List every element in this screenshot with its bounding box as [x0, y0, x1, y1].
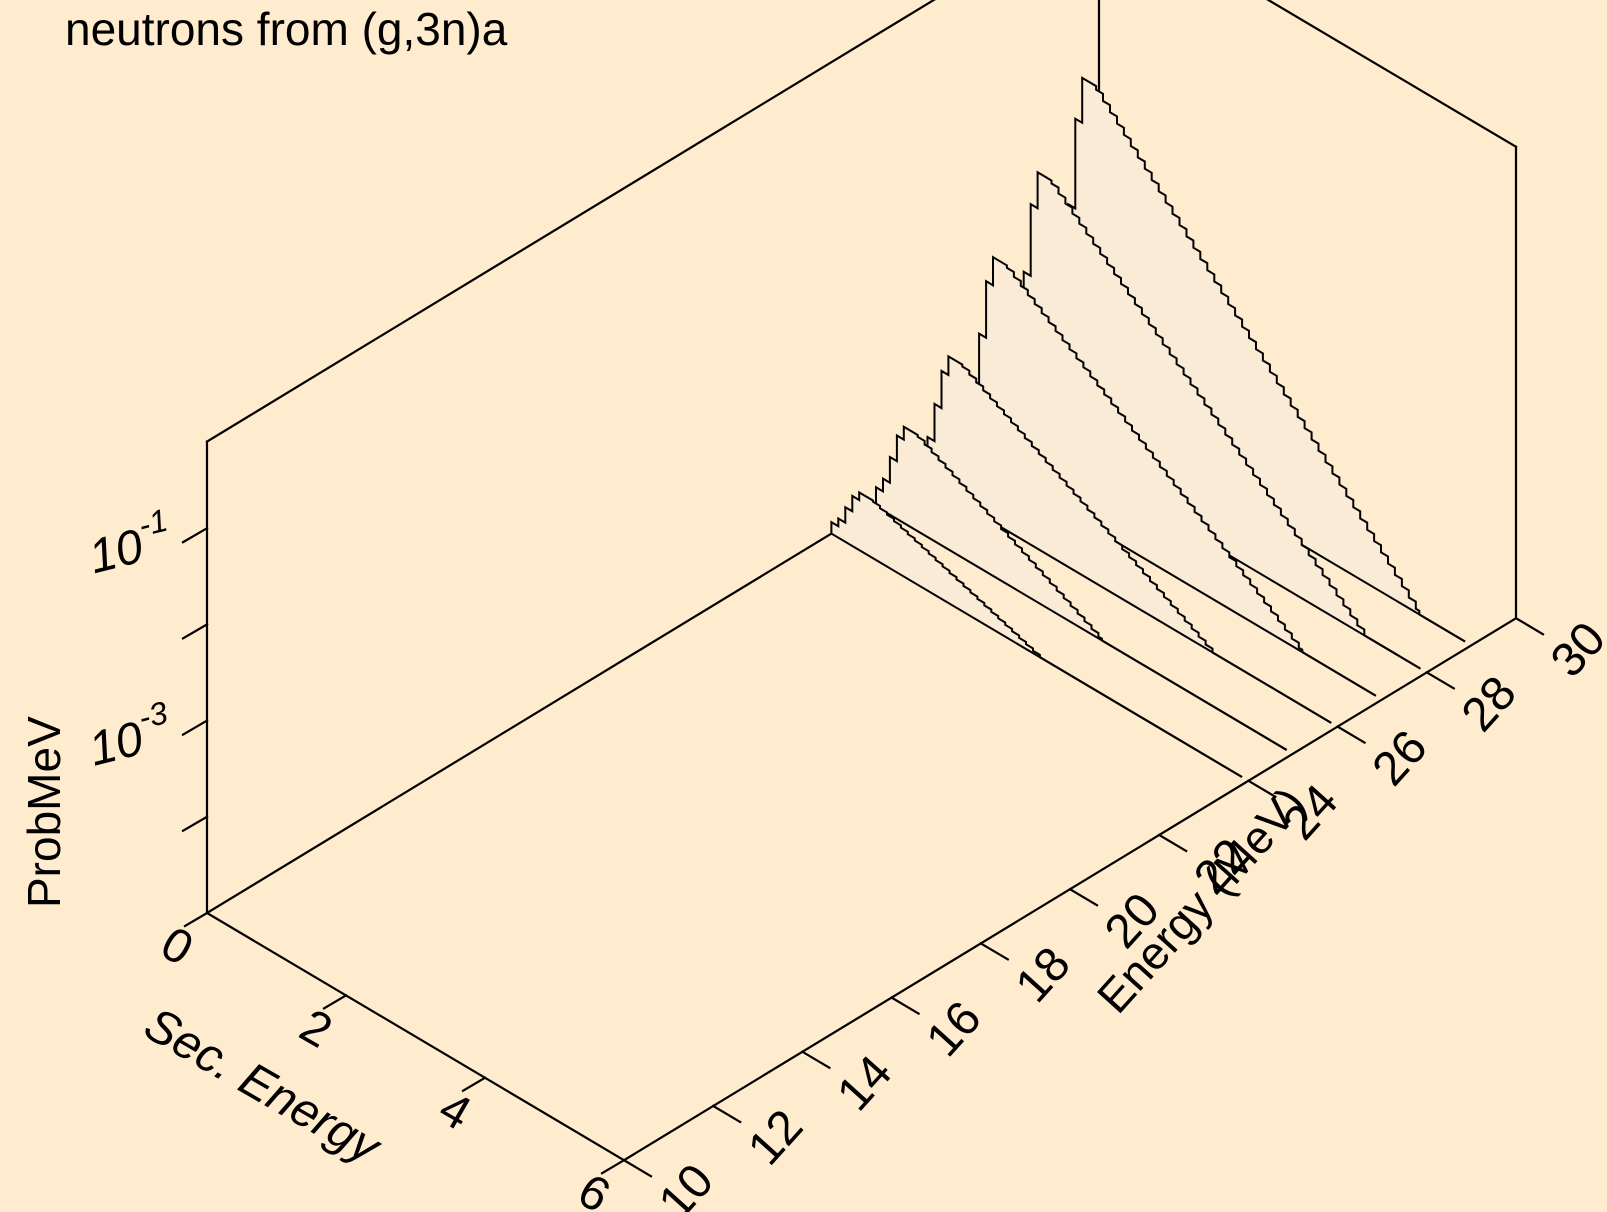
chart-title: neutrons from (g,3n)a — [65, 3, 508, 55]
y-tick — [979, 941, 1010, 961]
x-tick-label: 6 — [569, 1164, 619, 1212]
x-tick-label: 4 — [430, 1082, 480, 1141]
y-tick-label: 28 — [1452, 666, 1527, 741]
x-tick-label: 0 — [152, 917, 202, 976]
y-tick — [890, 996, 921, 1016]
top-right-edge — [1266, 0, 1518, 149]
z-tick-label: 10-1 — [84, 502, 171, 584]
spectrum-baseline — [1301, 651, 1377, 697]
axis-ticks — [181, 526, 1545, 1178]
spectrum-baseline — [1363, 634, 1422, 670]
waterfall-spectra — [830, 76, 1466, 779]
svg-text:10: 10 — [84, 520, 149, 584]
x-axis-label: Sec. Energy — [136, 998, 392, 1176]
spectrum-baseline — [1039, 656, 1243, 779]
spectrum-area — [964, 255, 1304, 654]
z-tick-label: 10-3 — [84, 694, 172, 776]
x-tick — [461, 1076, 487, 1093]
y-tick-label: 16 — [917, 992, 992, 1067]
x-axis-line — [205, 911, 626, 1162]
y-tick-label: 10 — [649, 1154, 724, 1212]
y-tick-label: 14 — [827, 1046, 902, 1121]
y-tick — [1336, 725, 1367, 745]
y-tick — [1514, 616, 1545, 636]
svg-text:-3: -3 — [135, 694, 172, 736]
spectrum-baseline — [1101, 639, 1288, 751]
y-tick-label: 26 — [1363, 721, 1438, 796]
y-tick — [1246, 779, 1277, 799]
top-back-edge — [205, 0, 936, 444]
spectrum-area — [1008, 170, 1366, 638]
z-tick — [181, 526, 209, 544]
z-tick — [181, 719, 209, 737]
svg-text:10: 10 — [84, 712, 149, 776]
spectrum-area — [1053, 76, 1421, 617]
spectrum-area — [830, 490, 1041, 659]
spectrum-baseline — [1211, 651, 1332, 724]
y-tick-label: 12 — [738, 1100, 813, 1175]
y-tick — [1157, 833, 1188, 853]
x-tick — [322, 993, 348, 1010]
spectrum-baseline — [1418, 613, 1466, 643]
z-tick — [181, 622, 209, 640]
z-tick — [181, 815, 209, 833]
svg-text:-1: -1 — [135, 502, 171, 544]
y-tick — [1068, 887, 1099, 907]
x-tick — [183, 911, 209, 928]
y-tick — [622, 1158, 653, 1178]
spectrum-area — [875, 425, 1103, 643]
y-tick-label: 18 — [1006, 937, 1081, 1012]
y-tick-label: 30 — [1541, 612, 1607, 687]
y-tick — [1425, 670, 1456, 690]
spectrum-area — [919, 354, 1214, 655]
z-axis-label: ProbMeV — [18, 716, 70, 908]
x-tick-label: 2 — [291, 999, 341, 1058]
y-tick — [800, 1050, 831, 1070]
y-tick — [711, 1104, 742, 1124]
x-tick — [600, 1158, 626, 1175]
